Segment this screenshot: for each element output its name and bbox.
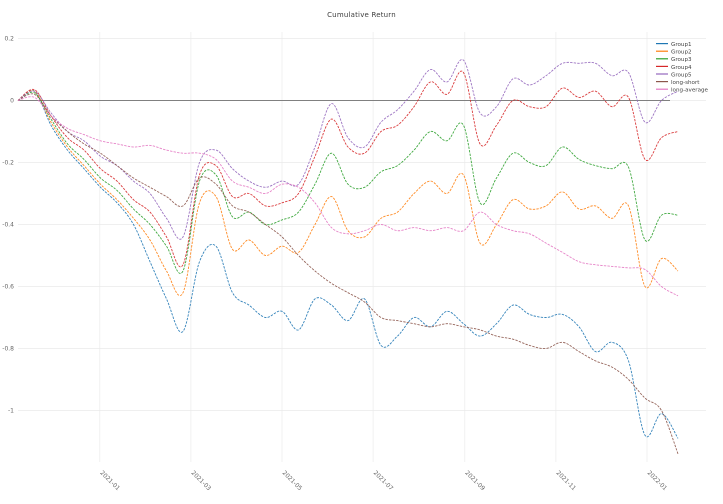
legend-label: Group5 [671, 72, 692, 78]
legend-label: Group3 [671, 57, 692, 63]
y-tick-label: 0.2 [4, 36, 14, 43]
x-tick-label: 2021-11 [554, 469, 577, 492]
series-line-long-short [17, 93, 679, 455]
legend-label: Group2 [671, 50, 692, 56]
y-tick-label: -1 [8, 408, 14, 415]
legend-item: Group4 [656, 65, 692, 71]
y-tick-label: -0.8 [2, 346, 14, 353]
series-line-Group1 [17, 89, 679, 439]
x-tick-label: 2021-01 [98, 469, 121, 492]
series-line-long-average [17, 96, 679, 297]
x-tick-label: 2021-07 [372, 469, 395, 492]
legend-label: Group4 [671, 65, 692, 71]
legend-item: long-short [656, 80, 700, 86]
series-line-Group2 [17, 90, 679, 296]
series-line-Group4 [17, 70, 679, 268]
y-tick-label: -0.4 [2, 222, 14, 229]
x-tick-label: 2021-09 [463, 469, 486, 492]
legend-label: long-short [671, 80, 700, 86]
y-tick-label: -0.6 [2, 284, 14, 291]
legend-item: Group5 [656, 72, 692, 78]
legend-label: long-average [671, 88, 709, 94]
chart-title: Cumulative Return [327, 11, 396, 19]
y-tick-label: -0.2 [2, 160, 14, 167]
legend-item: Group1 [656, 42, 692, 48]
series-line-Group3 [17, 91, 679, 274]
legend-label: Group1 [671, 42, 692, 48]
series-line-Group5 [17, 59, 679, 240]
legend-item: Group3 [656, 57, 692, 63]
x-tick-label: 2022-01 [646, 469, 669, 492]
x-tick-label: 2021-03 [189, 469, 212, 492]
x-tick-label: 2021-05 [281, 469, 304, 492]
y-tick-label: 0 [10, 98, 14, 105]
legend-item: long-average [656, 88, 709, 94]
legend-item: Group2 [656, 50, 692, 56]
